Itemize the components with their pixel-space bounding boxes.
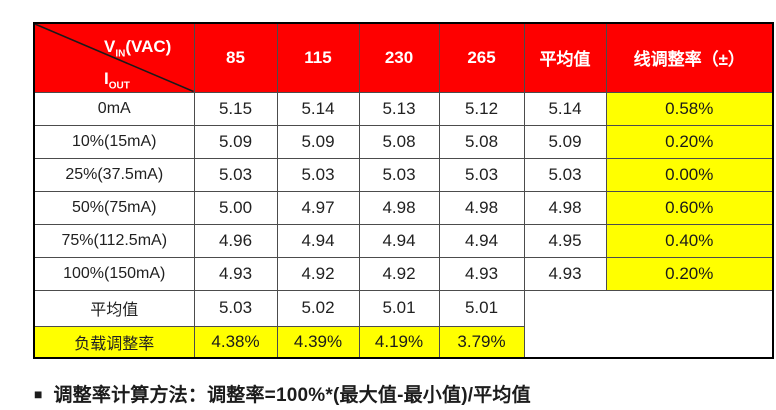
cell-load-regulation: 4.19%	[358, 325, 440, 359]
cell-load-regulation: 4.38%	[193, 325, 278, 359]
cell-average: 4.93	[523, 256, 607, 291]
cell-value: 4.96	[193, 223, 278, 258]
cell-line-regulation: 0.40%	[605, 223, 774, 258]
diagonal-divider-line	[35, 24, 193, 91]
cell-value: 4.92	[276, 256, 360, 291]
row-label: 50%(75mA)	[33, 190, 195, 225]
cell-value: 5.03	[358, 157, 440, 192]
footnote-text: 调整率计算方法：调整率=100%*(最大值-最小值)/平均值	[53, 385, 531, 406]
cell-line-regulation: 0.00%	[605, 157, 774, 192]
col-header-115: 115	[276, 22, 360, 93]
cell-value: 5.09	[193, 124, 278, 159]
cell-value: 5.15	[193, 91, 278, 126]
col-header-line-regulation: 线调整率（±）	[605, 22, 774, 93]
row-label: 10%(15mA)	[33, 124, 195, 159]
row-label-load-regulation: 负载调整率	[33, 325, 195, 359]
cell-line-regulation: 0.60%	[605, 190, 774, 225]
cell-value: 4.94	[438, 223, 525, 258]
cell-value: 4.94	[276, 223, 360, 258]
cell-value: 4.97	[276, 190, 360, 225]
cell-value: 5.03	[438, 157, 525, 192]
row-label: 0mA	[33, 91, 195, 126]
merged-empty-cell	[523, 289, 774, 359]
col-header-265: 265	[438, 22, 525, 93]
cell-value: 4.92	[358, 256, 440, 291]
cell-average: 5.14	[523, 91, 607, 126]
table-row-100pct: 100%(150mA) 4.93 4.92 4.92 4.93 4.93 0.2…	[33, 256, 774, 291]
col-header-average: 平均值	[523, 22, 607, 93]
table-row-50pct: 50%(75mA) 5.00 4.97 4.98 4.98 4.98 0.60%	[33, 190, 774, 225]
table-row-load-regulation: 负载调整率 4.38% 4.39% 4.19% 3.79%	[33, 325, 773, 359]
corner-labels: VIN(VAC) IOUT	[104, 34, 172, 92]
cell-value: 5.14	[276, 91, 360, 126]
corner-header-cell: VIN(VAC) IOUT	[33, 22, 195, 93]
cell-average: 4.98	[523, 190, 607, 225]
cell-value: 5.12	[438, 91, 525, 126]
cell-value: 5.03	[193, 157, 278, 192]
table-row-10pct: 10%(15mA) 5.09 5.09 5.08 5.08 5.09 0.20%	[33, 124, 774, 159]
cell-load-regulation: 4.39%	[276, 325, 360, 359]
cell-average: 5.09	[523, 124, 607, 159]
table-row-25pct: 25%(37.5mA) 5.03 5.03 5.03 5.03 5.03 0.0…	[33, 157, 774, 192]
cell-value: 5.03	[193, 289, 278, 327]
row-label-average: 平均值	[33, 289, 195, 327]
cell-line-regulation: 0.20%	[605, 256, 774, 291]
cell-average: 4.95	[523, 223, 607, 258]
cell-value: 5.08	[358, 124, 440, 159]
row-label: 100%(150mA)	[33, 256, 195, 291]
table-row-average: 平均值 5.03 5.02 5.01 5.01	[33, 289, 774, 359]
row-label: 75%(112.5mA)	[33, 223, 195, 258]
table-row-0ma: 0mA 5.15 5.14 5.13 5.12 5.14 0.58%	[33, 91, 774, 126]
cell-line-regulation: 0.20%	[605, 124, 774, 159]
cell-value: 5.13	[358, 91, 440, 126]
cell-value: 4.93	[193, 256, 278, 291]
cell-value: 5.03	[276, 157, 360, 192]
square-bullet-icon: ■	[34, 385, 43, 402]
cell-value: 5.09	[276, 124, 360, 159]
line-load-regulation-table: VIN(VAC) IOUT 85 115 230 265 平均值 线调整率（±）…	[33, 22, 774, 359]
regulation-table-wrap: VIN(VAC) IOUT 85 115 230 265 平均值 线调整率（±）…	[33, 22, 774, 359]
cell-value: 5.01	[438, 289, 525, 327]
cell-value: 5.01	[358, 289, 440, 327]
col-header-230: 230	[358, 22, 440, 93]
row-label: 25%(37.5mA)	[33, 157, 195, 192]
table-row-75pct: 75%(112.5mA) 4.96 4.94 4.94 4.94 4.95 0.…	[33, 223, 774, 258]
footnote: ■ 调整率计算方法：调整率=100%*(最大值-最小值)/平均值	[34, 380, 531, 407]
cell-value: 4.98	[358, 190, 440, 225]
header-row: VIN(VAC) IOUT 85 115 230 265 平均值 线调整率（±）	[33, 22, 774, 93]
cell-value: 4.94	[358, 223, 440, 258]
cell-value: 5.08	[438, 124, 525, 159]
cell-load-regulation: 3.79%	[438, 325, 525, 359]
cell-value: 4.93	[438, 256, 525, 291]
iout-label: IOUT	[104, 69, 130, 92]
cell-value: 5.02	[276, 289, 360, 327]
cell-average: 5.03	[523, 157, 607, 192]
vin-vac-label: VIN(VAC)	[104, 37, 172, 60]
cell-value: 4.98	[438, 190, 525, 225]
cell-value: 5.00	[193, 190, 278, 225]
cell-line-regulation: 0.58%	[605, 91, 774, 126]
col-header-85: 85	[193, 22, 278, 93]
